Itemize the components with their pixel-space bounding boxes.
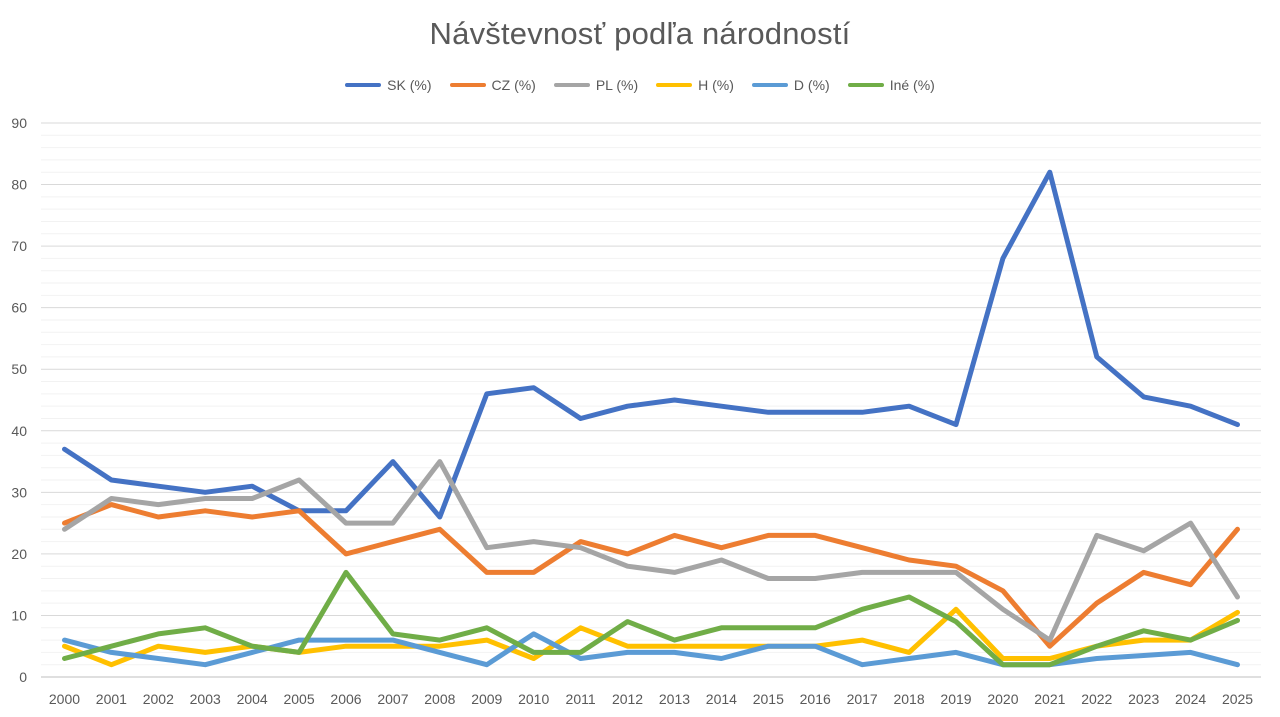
series-line [62,459,1240,643]
legend-label: PL (%) [595,77,639,93]
series-line [62,502,1240,649]
y-tick-label: 0 [19,669,27,685]
x-tick-label: 2002 [143,691,174,707]
series-line [62,569,1240,668]
series-lines [62,169,1240,668]
legend-swatch [345,83,382,87]
legend-label: H (%) [698,77,734,93]
legend-label: SK (%) [387,77,432,93]
x-tick-label: 2011 [566,691,596,707]
x-tick-label: 2023 [1128,691,1159,707]
x-axis-tick-labels: 2000 2001 2002 2003 2004 2005 2006 2007 2008 2009… [49,691,1253,707]
y-axis-tick-labels: 0 10 20 30 40 50 60 70 80 90 [11,115,27,685]
x-tick-label: 2017 [847,691,878,707]
legend-swatch [553,83,590,87]
x-tick-label: 2005 [283,691,314,707]
x-tick-label: 2024 [1175,691,1206,707]
legend: SK (%) CZ (%) PL (%) H (%) D (%) Iné (%) [0,77,1280,93]
y-tick-label: 20 [11,546,27,562]
y-tick-label: 10 [11,607,27,623]
y-tick-label: 30 [11,484,27,500]
minor-gridlines [41,134,1261,666]
x-tick-label: 2018 [893,691,924,707]
x-tick-label: 2021 [1034,691,1065,707]
x-tick-label: 2009 [471,691,502,707]
x-tick-label: 2010 [518,691,549,707]
y-tick-label: 50 [11,361,27,377]
legend-label: Iné (%) [889,77,935,93]
legend-item: Iné (%) [847,77,935,93]
legend-swatch [449,83,486,87]
x-tick-label: 2019 [940,691,971,707]
y-tick-label: 60 [11,300,27,316]
x-tick-label: 2001 [96,691,127,707]
x-tick-label: 2008 [424,691,455,707]
x-tick-label: 2014 [706,691,737,707]
legend-label: CZ (%) [491,77,536,93]
y-tick-label: 80 [11,177,27,193]
legend-swatch [656,83,693,87]
x-tick-label: 2012 [612,691,643,707]
y-tick-label: 70 [11,238,27,254]
legend-item: SK (%) [345,77,432,93]
x-tick-label: 2025 [1222,691,1253,707]
y-tick-label: 40 [11,423,27,439]
series-line [62,169,1240,520]
major-gridlines [41,122,1261,616]
x-tick-label: 2000 [49,691,80,707]
legend-item: PL (%) [553,77,639,93]
x-tick-label: 2007 [377,691,408,707]
legend-label: D (%) [793,77,830,93]
x-tick-label: 2013 [659,691,690,707]
x-tick-label: 2003 [190,691,221,707]
x-tick-label: 2020 [987,691,1018,707]
y-tick-label: 90 [11,115,27,131]
legend-swatch [847,83,884,87]
x-tick-label: 2015 [753,691,784,707]
x-tick-label: 2022 [1081,691,1112,707]
chart-title: Návštevnosť podľa národností [429,16,851,51]
x-tick-label: 2004 [237,691,268,707]
legend-item: D (%) [751,77,830,93]
legend-item: H (%) [656,77,734,93]
x-tick-label: 2006 [330,691,361,707]
legend-item: CZ (%) [449,77,536,93]
x-tick-label: 2016 [800,691,831,707]
legend-swatch [751,83,788,87]
